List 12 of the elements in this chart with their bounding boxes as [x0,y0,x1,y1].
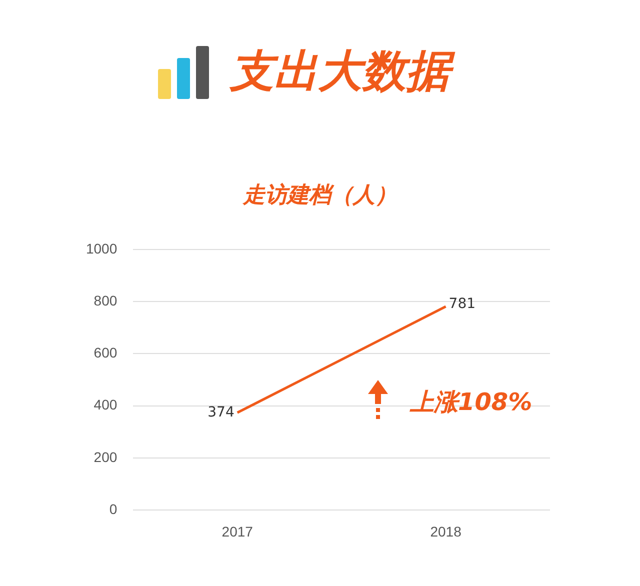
y-tick-label: 800 [94,292,118,308]
y-tick-label: 200 [94,448,118,465]
x-tick-label: 2017 [222,523,254,540]
y-tick-label: 1000 [86,240,118,256]
x-tick-label: 2018 [430,523,462,540]
y-tick-label: 400 [94,396,118,413]
annotation: 上涨108% [410,387,532,418]
data-label: 374 [208,404,234,420]
chart-subtitle: 走访建档（人） [242,182,398,210]
y-tick-label: 0 [109,501,118,518]
data-label: 781 [448,296,476,312]
y-tick-label: 600 [94,344,118,361]
